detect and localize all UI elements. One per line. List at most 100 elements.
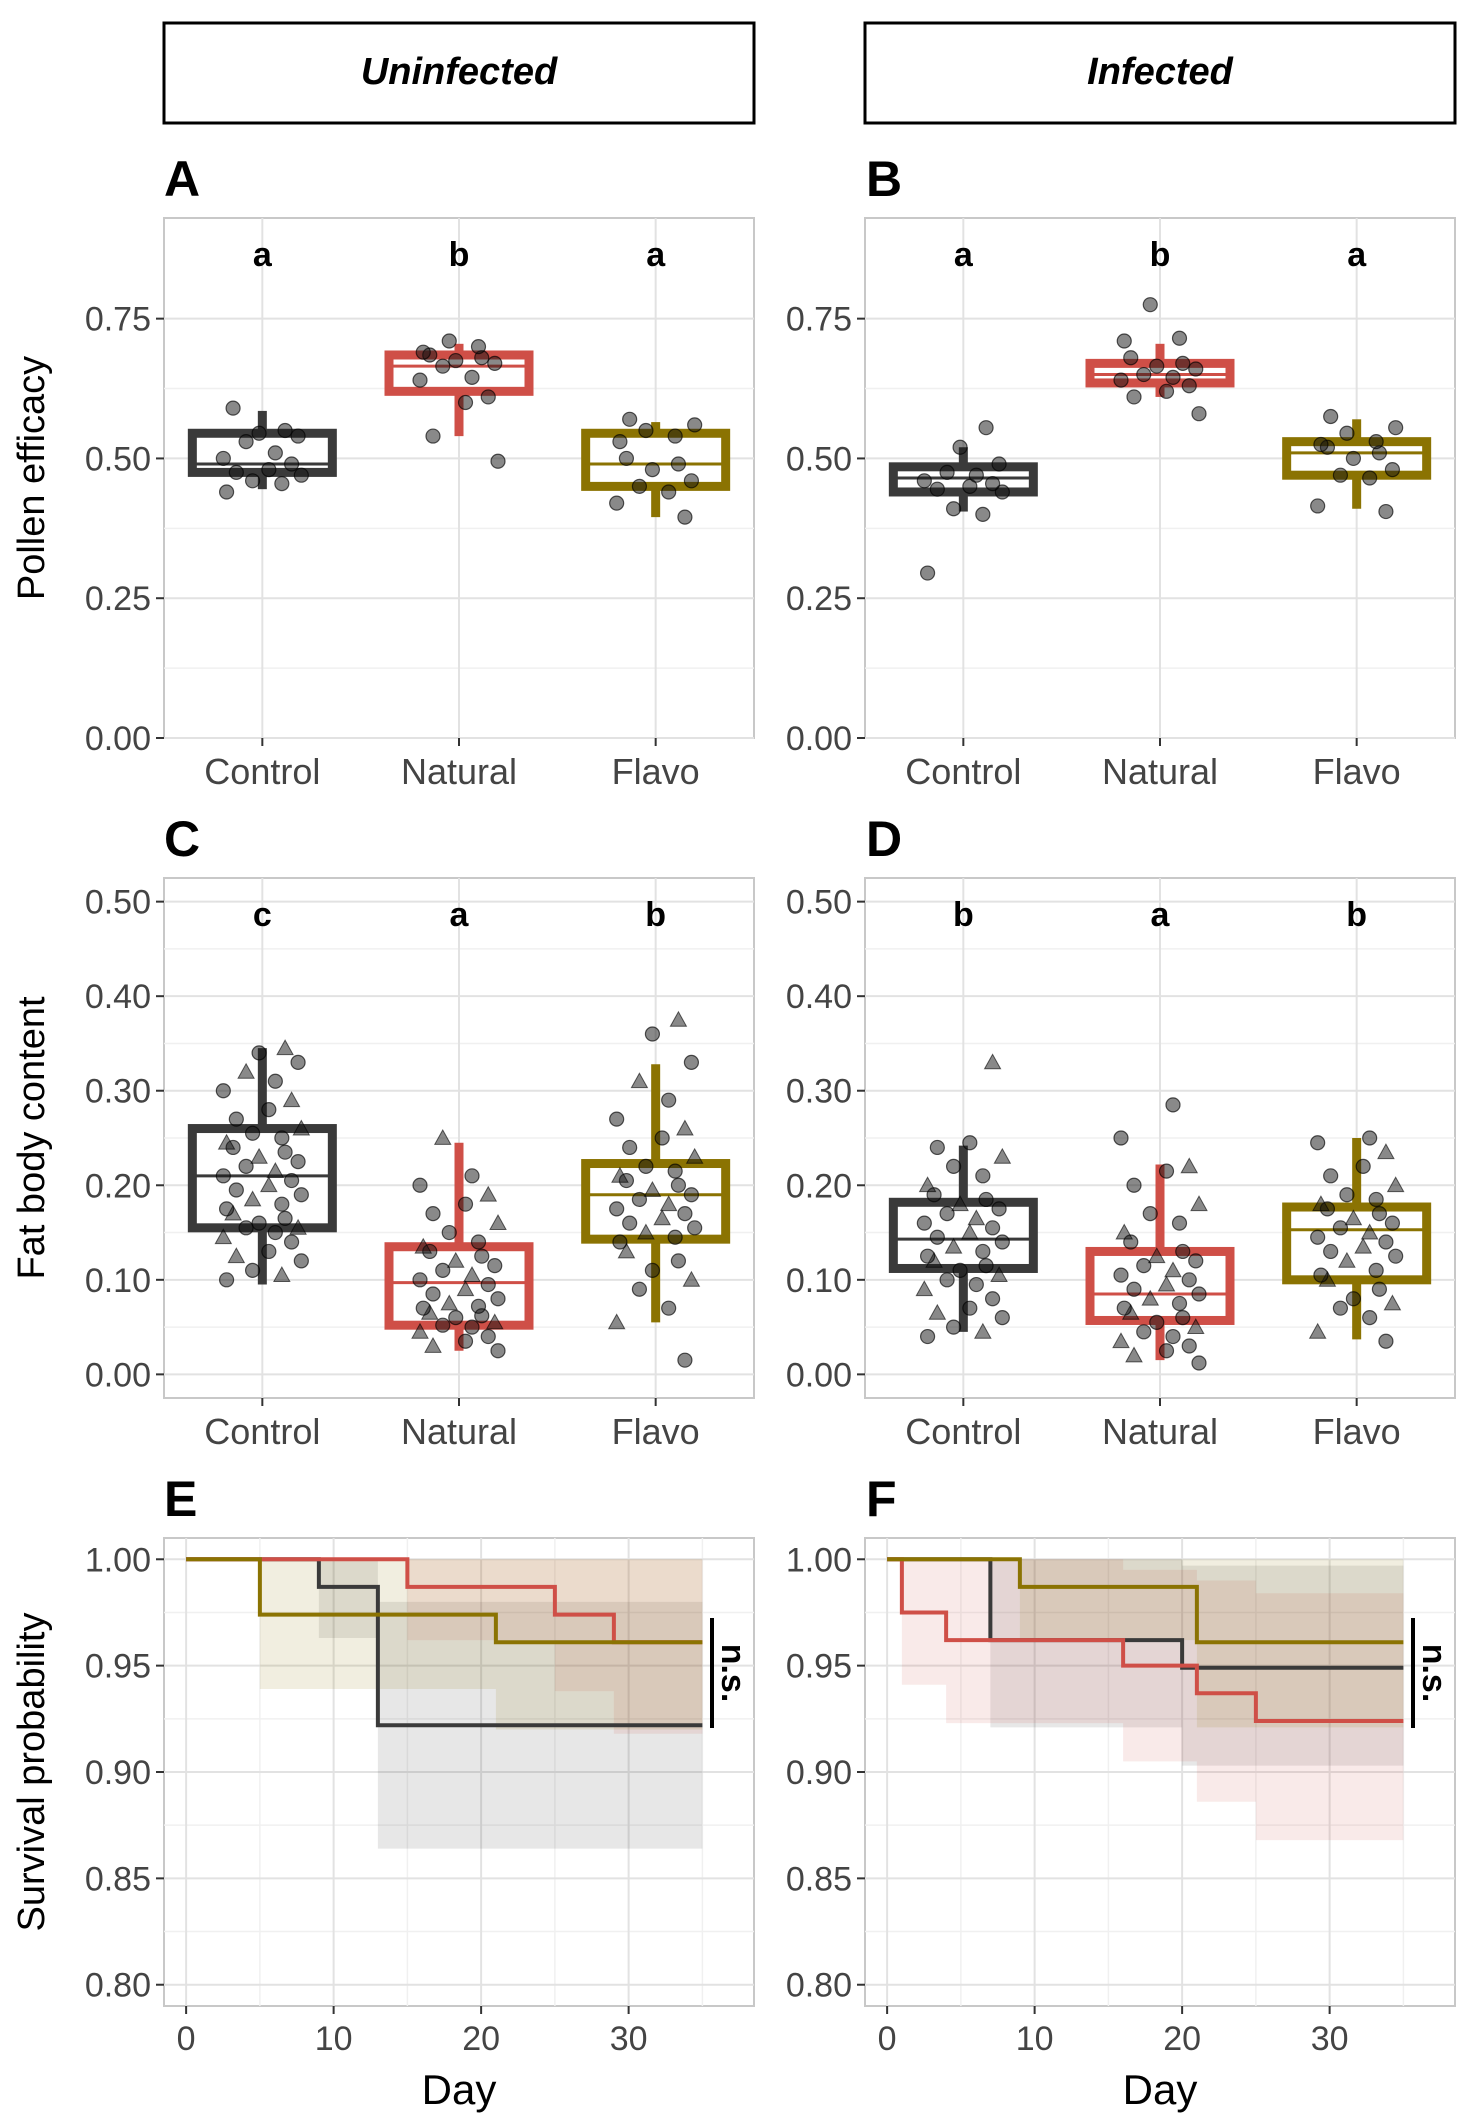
data-point bbox=[228, 1182, 244, 1198]
data-point bbox=[274, 1196, 290, 1212]
data-point-triangle bbox=[485, 1313, 504, 1330]
y-tick-label: 0.90 bbox=[85, 1754, 151, 1792]
header-label-infected: Infected bbox=[1087, 51, 1233, 93]
data-point bbox=[638, 422, 654, 439]
x-tick-label: 0 bbox=[878, 2020, 897, 2058]
survival-line-natural bbox=[887, 1557, 1404, 1723]
data-point bbox=[218, 1272, 235, 1288]
data-point bbox=[261, 1243, 277, 1260]
data-point-triangle bbox=[915, 1280, 934, 1297]
x-tick-label: Control bbox=[905, 1411, 1021, 1452]
data-point bbox=[238, 1158, 254, 1174]
data-point bbox=[1123, 350, 1139, 366]
y-tick-label: 0.30 bbox=[786, 1073, 852, 1111]
data-point bbox=[1378, 1234, 1394, 1250]
points-flavo bbox=[609, 411, 703, 525]
data-point bbox=[1175, 355, 1191, 371]
data-point bbox=[228, 464, 244, 481]
data-point bbox=[631, 1281, 648, 1297]
data-point bbox=[1310, 498, 1326, 514]
x-tick-label: 20 bbox=[1163, 2020, 1201, 2058]
data-point bbox=[1191, 1355, 1207, 1371]
y-axis-label: Survival probability bbox=[11, 1613, 53, 1932]
data-point bbox=[609, 495, 625, 511]
data-point-triangle bbox=[440, 1294, 459, 1311]
data-point bbox=[618, 450, 635, 467]
data-point bbox=[1181, 378, 1197, 394]
survival-line-flavo bbox=[887, 1557, 1404, 1645]
data-point-triangle bbox=[463, 1266, 481, 1282]
data-point-triangle bbox=[414, 1237, 433, 1254]
panel-e: E 0.80 0.85 0.90 0.95 1.00 Survival probabilit… bbox=[11, 1471, 755, 2113]
panel-letter-f: F bbox=[866, 1471, 897, 1527]
data-point-triangle bbox=[446, 1251, 465, 1268]
data-point bbox=[480, 389, 496, 405]
data-point bbox=[1339, 425, 1355, 441]
data-point bbox=[251, 425, 267, 441]
data-point bbox=[991, 1201, 1007, 1217]
data-point bbox=[1113, 1267, 1129, 1283]
panels: A 0.00 0.25 0.50 0.75 Pollen efficacy Control a… bbox=[11, 151, 1456, 2113]
data-point bbox=[968, 467, 984, 483]
data-point-triangle bbox=[1354, 1237, 1373, 1254]
data-point-triangle bbox=[1125, 1346, 1143, 1363]
data-point bbox=[1158, 1343, 1175, 1359]
data-point-triangle bbox=[272, 1266, 291, 1282]
data-point bbox=[267, 1073, 283, 1089]
data-point bbox=[1371, 1281, 1388, 1297]
x-tick-label: 30 bbox=[1311, 2020, 1349, 2058]
x-tick-label: Control bbox=[905, 751, 1021, 792]
data-point bbox=[1116, 1300, 1132, 1316]
data-point bbox=[425, 428, 441, 444]
data-point-triangle bbox=[1115, 1223, 1134, 1240]
data-point-triangle bbox=[259, 1176, 278, 1193]
data-point bbox=[1339, 1187, 1355, 1203]
box-body bbox=[581, 1159, 731, 1244]
significance-letter: b bbox=[645, 896, 666, 934]
data-point bbox=[667, 1163, 683, 1179]
panel-letter-c: C bbox=[164, 811, 200, 867]
y-tick-label: 0.50 bbox=[786, 440, 852, 478]
x-axis-label: Day bbox=[422, 2066, 497, 2113]
data-point bbox=[228, 1111, 244, 1127]
data-point bbox=[984, 1291, 1001, 1307]
data-point-triangle bbox=[289, 1218, 307, 1235]
data-point bbox=[1158, 383, 1175, 399]
data-point bbox=[244, 1125, 261, 1141]
data-point bbox=[283, 456, 300, 472]
data-point bbox=[978, 1258, 994, 1274]
y-tick-label: 0.85 bbox=[786, 1860, 852, 1898]
data-point bbox=[261, 1102, 277, 1118]
data-point bbox=[1188, 1253, 1204, 1269]
data-point bbox=[238, 434, 254, 450]
data-point bbox=[251, 1045, 267, 1061]
data-point bbox=[1191, 1286, 1207, 1302]
data-point bbox=[670, 1177, 687, 1193]
data-point bbox=[1378, 503, 1394, 520]
panel-letter-b: B bbox=[866, 151, 902, 207]
data-point bbox=[667, 428, 683, 444]
x-tick-label: 10 bbox=[1016, 2020, 1054, 2058]
data-point-triangle bbox=[1186, 1318, 1205, 1334]
data-point bbox=[277, 1210, 293, 1226]
data-point bbox=[677, 1352, 693, 1368]
data-point bbox=[1313, 1267, 1329, 1283]
data-point bbox=[283, 1172, 300, 1189]
data-point bbox=[661, 1092, 677, 1108]
points-control bbox=[915, 1053, 1012, 1345]
data-point bbox=[687, 1220, 703, 1236]
data-point bbox=[1175, 1243, 1191, 1260]
x-tick-label: 0 bbox=[177, 2020, 196, 2058]
data-point bbox=[1165, 1097, 1181, 1113]
data-point bbox=[994, 1310, 1010, 1326]
box-body bbox=[187, 1124, 337, 1233]
data-point bbox=[470, 1234, 487, 1250]
data-point bbox=[412, 372, 428, 388]
y-tick-label: 0.95 bbox=[85, 1648, 151, 1686]
data-point bbox=[490, 453, 506, 469]
ci-ribbon-natural bbox=[186, 1559, 703, 1734]
data-point bbox=[962, 1135, 978, 1151]
data-point bbox=[425, 1206, 441, 1222]
data-point bbox=[470, 339, 487, 355]
data-point-triangle bbox=[1190, 1195, 1208, 1212]
